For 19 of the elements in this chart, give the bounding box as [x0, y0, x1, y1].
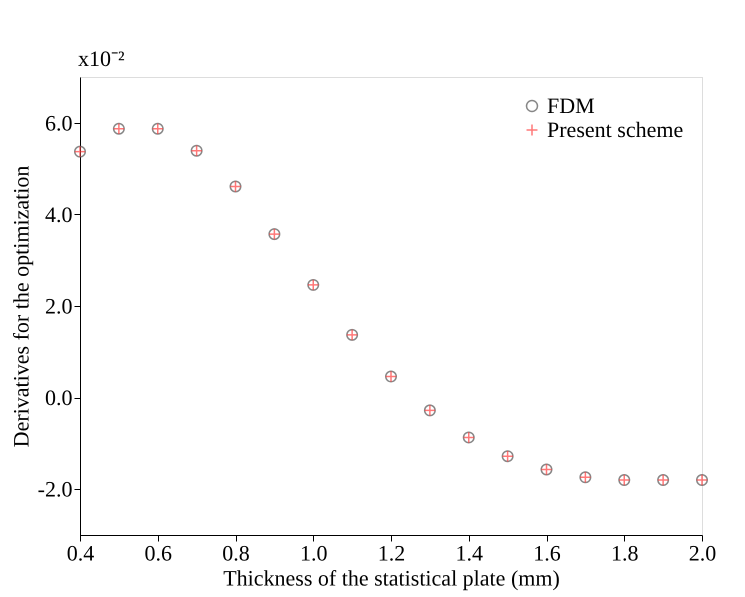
- y-axis-title: Derivatives for the optimization: [8, 166, 34, 448]
- x-tick-label: 1.2: [378, 540, 406, 566]
- x-tick-label: 1.4: [456, 540, 483, 566]
- y-tick-label: 0.0: [45, 385, 72, 410]
- x-tick-label: 1.6: [533, 540, 561, 566]
- y-tick-label: -2.0: [38, 476, 72, 502]
- y-tick-label: 2.0: [45, 294, 72, 318]
- y-tick-label: 4.0: [45, 202, 72, 227]
- x-tick-label: 2.0: [688, 540, 716, 566]
- x-tick-label: 0.8: [222, 540, 250, 566]
- legend-label: FDM: [547, 93, 595, 118]
- x-tick-label: 1.8: [611, 540, 638, 566]
- legend-label: Present scheme: [547, 117, 684, 142]
- x-tick-label: 0.6: [144, 540, 172, 566]
- text: x10⁻²: [78, 46, 125, 71]
- x-tick-label: 1.0: [300, 540, 328, 566]
- y-tick-label: 6.0: [45, 110, 72, 136]
- x-axis-title: Thickness of the statistical plate (mm): [223, 566, 560, 590]
- x-tick-label: 0.4: [66, 540, 94, 566]
